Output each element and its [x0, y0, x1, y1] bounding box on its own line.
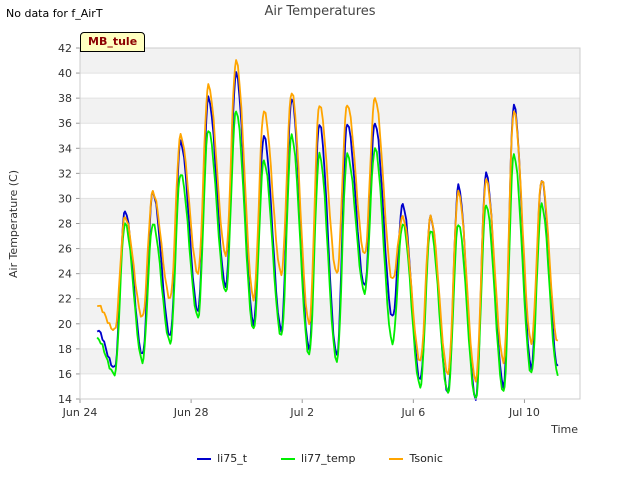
y-tick-label: 20 — [58, 318, 72, 331]
x-tick-label: Jul 10 — [508, 406, 540, 419]
legend-swatch-li77_temp — [281, 457, 296, 460]
y-tick-label: 30 — [58, 192, 72, 205]
plot-band — [80, 123, 580, 149]
x-tick-label: Jul 6 — [400, 406, 425, 419]
plot-band — [80, 98, 580, 124]
y-tick-label: 14 — [58, 393, 72, 406]
y-tick-label: 28 — [58, 218, 72, 231]
site-badge: MB_tule — [80, 32, 146, 52]
y-tick-label: 16 — [58, 368, 72, 381]
legend-swatch-li75_t — [197, 457, 212, 460]
plot-frame — [79, 47, 581, 400]
y-tick-label: 32 — [58, 167, 72, 180]
plot-band — [80, 48, 580, 74]
series-lines — [96, 59, 559, 401]
x-tick-label: Jul 2 — [289, 406, 314, 419]
plot-band — [80, 173, 580, 199]
plot-band — [80, 373, 580, 399]
y-axis-label: Air Temperature (C) — [7, 170, 20, 278]
plot-band — [80, 73, 580, 99]
y-tick-label: 18 — [58, 343, 72, 356]
y-tick-label: 40 — [58, 67, 72, 80]
y-tick-label: 38 — [58, 92, 72, 105]
x-axis-ticks: Jun 24 Jun 28 Jul 2 Jul 6 Jul 10 — [62, 399, 540, 419]
x-tick-label: Jun 28 — [173, 406, 209, 419]
legend-swatch-Tsonic — [389, 457, 404, 460]
legend-label-Tsonic: Tsonic — [409, 452, 443, 465]
legend-item-Tsonic: Tsonic — [389, 452, 443, 465]
y-tick-label: 34 — [58, 142, 72, 155]
legend: li75_t li77_temp Tsonic — [0, 452, 640, 465]
x-axis-label: Time — [550, 423, 578, 436]
y-tick-label: 42 — [58, 42, 72, 55]
x-tick-label: Jun 24 — [62, 406, 98, 419]
no-data-note: No data for f_AirT — [6, 7, 103, 20]
legend-label-li75_t: li75_t — [217, 452, 248, 465]
legend-item-li75_t: li75_t — [197, 452, 247, 465]
plot-band — [80, 148, 580, 174]
y-tick-label: 22 — [58, 293, 72, 306]
legend-label-li77_temp: li77_temp — [301, 452, 356, 465]
chart-title: Air Temperatures — [264, 4, 375, 19]
series-line-Tsonic — [97, 59, 559, 383]
y-tick-label: 26 — [58, 243, 72, 256]
plot-band — [80, 348, 580, 374]
legend-item-li77_temp: li77_temp — [281, 452, 355, 465]
y-tick-label: 36 — [58, 117, 72, 130]
y-tick-label: 24 — [58, 268, 72, 281]
plot-band — [80, 223, 580, 249]
